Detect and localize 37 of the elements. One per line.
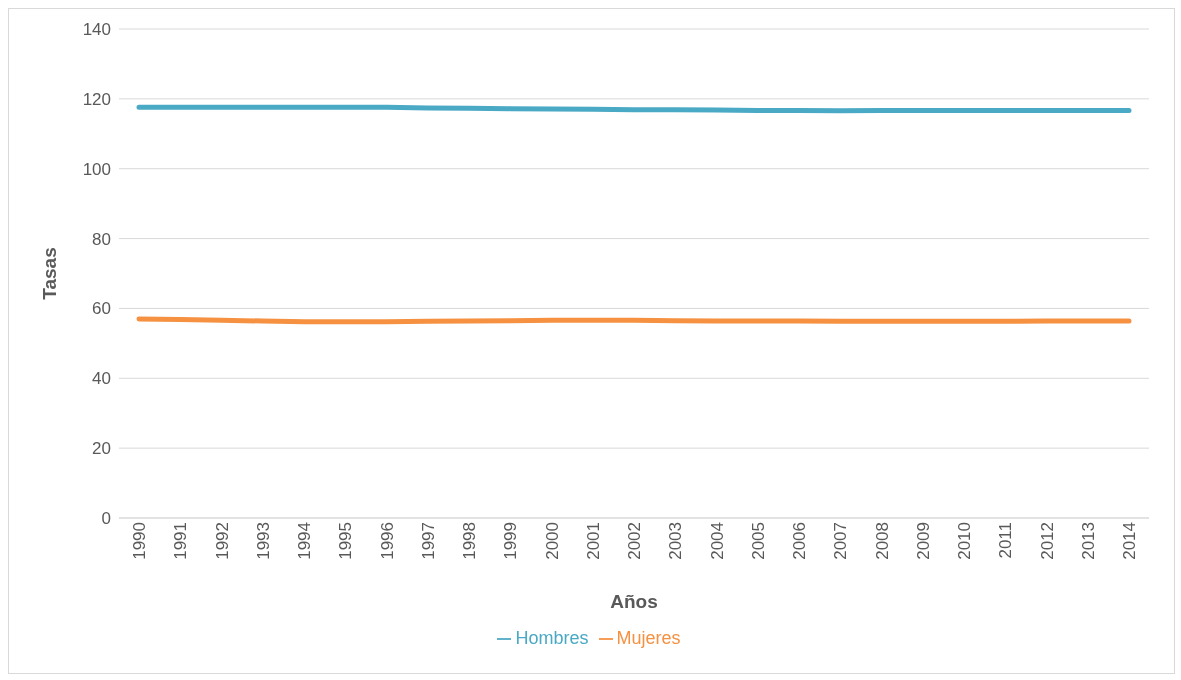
- y-tick-label: 20: [92, 439, 111, 459]
- x-tick-label: 1994: [295, 522, 315, 560]
- y-tick-label: 100: [82, 159, 111, 179]
- x-tick-label: 2006: [790, 522, 810, 560]
- x-tick-label: 2001: [583, 522, 603, 560]
- x-tick-label: 1996: [377, 522, 397, 560]
- x-axis-title: Años: [610, 591, 658, 612]
- y-axis-title: Tasas: [38, 247, 60, 300]
- x-tick-label: 2003: [666, 522, 686, 560]
- x-tick-label: 2004: [707, 522, 727, 560]
- legend-label: Hombres: [515, 628, 589, 648]
- y-tick-label: 0: [101, 509, 111, 529]
- y-tick-label: 60: [92, 299, 111, 319]
- y-tick-label: 120: [82, 89, 111, 109]
- x-tick-label: 2014: [1120, 522, 1140, 560]
- x-tick-label: 1993: [253, 522, 273, 560]
- x-tick-label: 2007: [831, 522, 851, 560]
- x-tick-label: 2008: [872, 522, 892, 560]
- x-tick-label: 1992: [212, 522, 232, 560]
- x-tick-label: 2000: [542, 522, 562, 560]
- y-tick-label: 80: [92, 229, 111, 249]
- x-tick-label: 2010: [955, 522, 975, 560]
- x-tick-label: 2009: [913, 522, 933, 560]
- x-tick-label: 2011: [996, 522, 1016, 559]
- x-tick-label: 2005: [748, 522, 768, 560]
- x-tick-label: 1998: [460, 522, 480, 560]
- x-tick-label: 1995: [336, 522, 356, 560]
- x-tick-label: 1997: [418, 522, 438, 560]
- x-tick-label: 1990: [130, 522, 150, 560]
- x-tick-label: 2002: [625, 522, 645, 560]
- x-tick-label: 2013: [1078, 522, 1098, 560]
- y-tick-label: 140: [82, 20, 111, 40]
- legend-label: Mujeres: [616, 628, 681, 648]
- x-tick-label: 1999: [501, 522, 521, 560]
- x-tick-label: 1991: [171, 522, 191, 560]
- x-tick-label: 2012: [1037, 522, 1057, 560]
- y-tick-label: 40: [92, 369, 111, 389]
